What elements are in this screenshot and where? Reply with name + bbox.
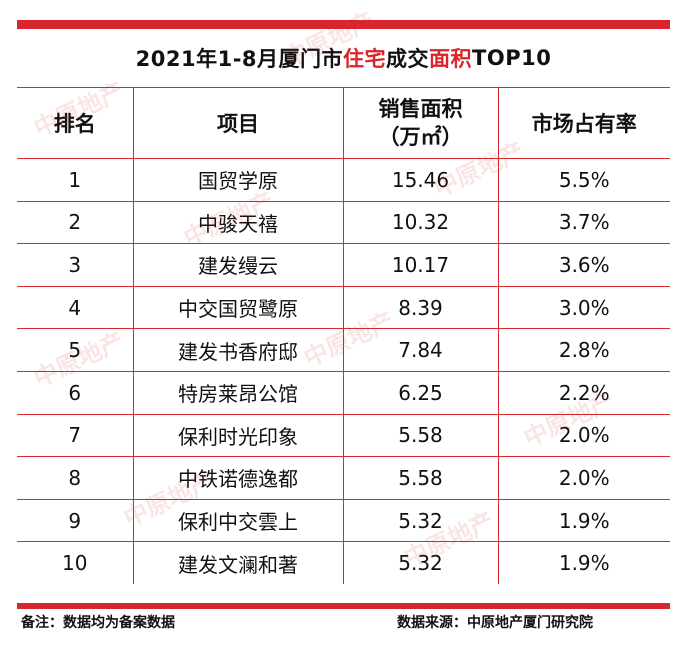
table-row: 7 保利时光印象 5.58 2.0% [17, 414, 670, 458]
rank-cell: 3 [17, 243, 133, 287]
share-cell: 1.9% [497, 499, 670, 543]
share-cell: 1.9% [497, 541, 670, 584]
title-highlight-2: 面积 [429, 47, 473, 71]
area-cell: 15.46 [342, 158, 498, 202]
header-row: 排名 项目 销售面积 （万㎡） 市场占有率 [17, 88, 670, 159]
rank-cell: 5 [17, 328, 133, 372]
footer-note: 备注：数据均为备案数据 [21, 615, 175, 631]
table-frame: 2021年1-8月厦门市 住宅 成交 面积 TOP10 排名 项目 销售面积 （万㎡） … [17, 20, 670, 631]
project-cell: 中铁诺德逸都 [132, 456, 343, 500]
area-cell: 10.17 [342, 243, 498, 287]
area-cell: 5.58 [342, 414, 498, 458]
project-cell: 中骏天禧 [132, 201, 343, 245]
header-area: 销售面积 （万㎡） [342, 88, 498, 159]
share-cell: 3.0% [497, 286, 670, 330]
rank-cell: 1 [17, 158, 133, 202]
ranking-table: 排名 项目 销售面积 （万㎡） 市场占有率 1 国贸学原 15.46 5.5% 2 中骏天… [17, 88, 670, 584]
header-project: 项目 [132, 88, 343, 159]
title-part-1: 2021年1-8月厦门市 [135, 47, 344, 71]
footer: 备注：数据均为备案数据 数据来源：中原地产厦门研究院 [21, 612, 671, 634]
project-cell: 保利中交雲上 [132, 499, 343, 543]
project-cell: 建发文澜和著 [132, 541, 343, 584]
table-row: 10 建发文澜和著 5.32 1.9% [17, 541, 670, 584]
rank-cell: 9 [17, 499, 133, 543]
rank-cell: 4 [17, 286, 133, 330]
rank-cell: 2 [17, 201, 133, 245]
title-part-2: 成交 [386, 47, 430, 71]
area-cell: 5.32 [342, 499, 498, 543]
bottom-red-bar [17, 603, 670, 609]
rank-cell: 10 [62, 551, 88, 576]
rank-cell: 6 [17, 371, 133, 415]
project-cell: 国贸学原 [132, 158, 343, 202]
project-cell: 建发书香府邸 [132, 328, 343, 372]
header-share: 市场占有率 [497, 88, 670, 159]
share-cell: 3.6% [497, 243, 670, 287]
rank-cell: 8 [17, 456, 133, 500]
area-cell: 5.58 [342, 456, 498, 500]
share-cell: 3.7% [497, 201, 670, 245]
table-row: 9 保利中交雲上 5.32 1.9% [17, 499, 670, 543]
project-cell: 特房莱昂公馆 [132, 371, 343, 415]
title-highlight-1: 住宅 [343, 47, 387, 71]
share-cell: 2.0% [497, 414, 670, 458]
share-cell: 2.2% [497, 371, 670, 415]
header-rank: 排名 [17, 88, 133, 159]
table-title: 2021年1-8月厦门市 住宅 成交 面积 TOP10 [17, 29, 670, 88]
project-cell: 保利时光印象 [132, 414, 343, 458]
table-row: 4 中交国贸鹭原 8.39 3.0% [17, 286, 670, 330]
area-cell: 5.32 [342, 541, 498, 584]
title-part-3: TOP10 [472, 46, 552, 70]
rank-cell: 7 [17, 414, 133, 458]
header-area-line-2: （万㎡） [378, 125, 463, 149]
footer-source: 数据来源：中原地产厦门研究院 [397, 615, 593, 631]
table-row: 2 中骏天禧 10.32 3.7% [17, 201, 670, 245]
area-cell: 6.25 [342, 371, 498, 415]
share-cell: 5.5% [497, 158, 670, 202]
table-row: 8 中铁诺德逸都 5.58 2.0% [17, 456, 670, 500]
area-cell: 7.84 [342, 328, 498, 372]
table-row: 5 建发书香府邸 7.84 2.8% [17, 328, 670, 372]
area-cell: 8.39 [342, 286, 498, 330]
table-row: 1 国贸学原 15.46 5.5% [17, 158, 670, 202]
project-cell: 中交国贸鹭原 [132, 286, 343, 330]
top-red-bar [17, 20, 670, 29]
project-cell: 建发缦云 [132, 243, 343, 287]
share-cell: 2.0% [497, 456, 670, 500]
table-row: 3 建发缦云 10.17 3.6% [17, 243, 670, 287]
table-row: 6 特房莱昂公馆 6.25 2.2% [17, 371, 670, 415]
share-cell: 2.8% [497, 328, 670, 372]
area-cell: 10.32 [342, 201, 498, 245]
header-area-line-1: 销售面积 [378, 97, 463, 121]
